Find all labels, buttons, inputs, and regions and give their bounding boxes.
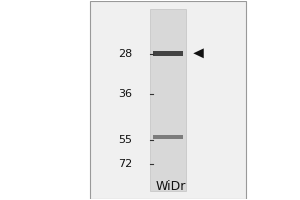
Bar bbox=[153, 51, 183, 56]
Text: 36: 36 bbox=[118, 89, 132, 99]
Bar bbox=[90, 1, 246, 199]
Text: 28: 28 bbox=[118, 49, 132, 59]
Polygon shape bbox=[193, 48, 204, 58]
Text: 72: 72 bbox=[118, 159, 132, 169]
Bar bbox=[153, 135, 183, 139]
Bar bbox=[150, 9, 186, 191]
Text: 55: 55 bbox=[118, 135, 132, 145]
Text: WiDr: WiDr bbox=[156, 180, 186, 193]
